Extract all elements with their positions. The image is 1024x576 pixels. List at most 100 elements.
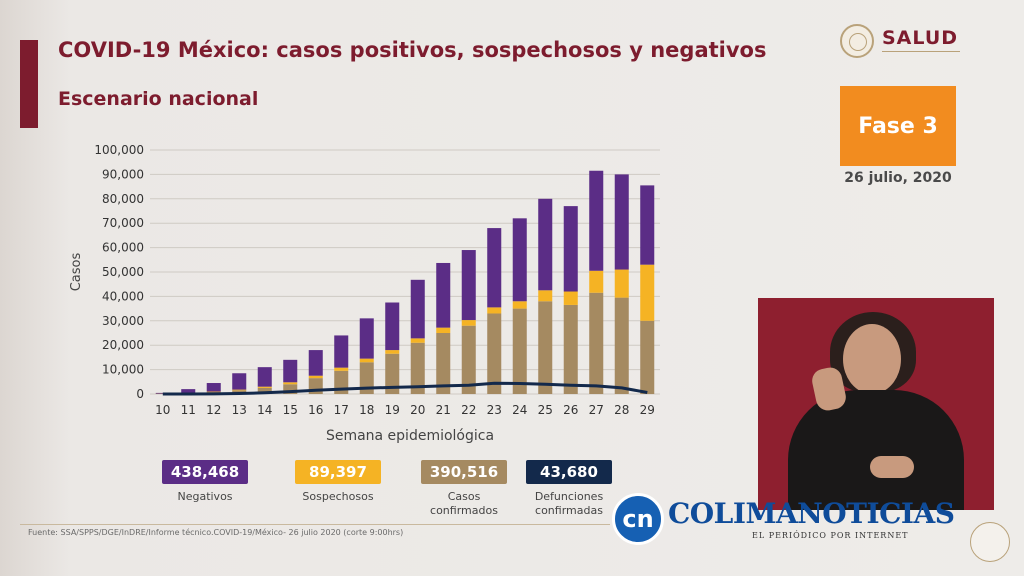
government-seal-icon	[840, 24, 874, 58]
x-tick-label: 22	[461, 403, 476, 417]
bar-segment-sospechosos	[461, 320, 476, 326]
bar-segment-casos-confirmados	[257, 387, 272, 394]
x-tick-label: 23	[487, 403, 502, 417]
x-tick-label: 11	[181, 403, 196, 417]
corner-seal-icon	[970, 522, 1010, 562]
salud-logo: SALUD	[840, 24, 980, 64]
x-tick-label: 27	[589, 403, 604, 417]
y-tick-label: 30,000	[102, 314, 144, 328]
summary-sospechosos-value: 89,397	[295, 460, 381, 484]
y-tick-label: 80,000	[102, 192, 144, 206]
y-axis-label: Casos	[69, 253, 84, 292]
x-tick-label: 15	[283, 403, 298, 417]
bar-segment-casos-confirmados	[410, 342, 425, 394]
y-tick-label: 70,000	[102, 216, 144, 230]
bar-segment-sospechosos	[487, 307, 502, 314]
bar-segment-negativos	[614, 174, 629, 270]
bar-segment-casos-confirmados	[640, 320, 655, 394]
bar-segment-casos-confirmados	[385, 353, 400, 394]
watermark-subtitle: EL PERIÓDICO POR INTERNET	[752, 531, 909, 540]
bar-segment-sospechosos	[410, 338, 425, 343]
y-tick-labels: 0 10,000 20,000 30,000 40,000 50,000 60,000 70,…	[94, 143, 144, 401]
bar-segment-casos-confirmados	[359, 362, 374, 394]
bar-segment-sospechosos	[538, 290, 553, 302]
watermark-text: COLIMANOTICIAS	[668, 497, 955, 530]
x-tick-label: 28	[614, 403, 629, 417]
interpreter-body	[788, 390, 964, 510]
bar-segment-casos-confirmados	[538, 301, 553, 394]
bar-segment-sospechosos	[283, 382, 298, 385]
y-tick-label: 50,000	[102, 265, 144, 279]
chart-grid	[150, 149, 660, 395]
bar-segment-casos-confirmados	[461, 325, 476, 394]
bar-segment-sospechosos	[640, 264, 655, 321]
bar-segment-sospechosos	[257, 386, 272, 388]
bar-segment-casos-confirmados	[563, 304, 578, 394]
y-tick-label: 40,000	[102, 289, 144, 303]
x-tick-label: 26	[563, 403, 578, 417]
x-tick-label: 21	[436, 403, 451, 417]
bar-segment-sospechosos	[334, 367, 349, 371]
sign-language-interpreter-video	[758, 298, 994, 510]
bar-segment-negativos	[257, 367, 272, 387]
bar-segment-negativos	[155, 392, 170, 394]
bar-segment-negativos	[640, 185, 655, 265]
x-tick-label: 12	[206, 403, 221, 417]
x-tick-label: 14	[257, 403, 272, 417]
bar-segment-negativos	[563, 206, 578, 292]
interpreter-face	[843, 324, 901, 394]
x-tick-label: 20	[410, 403, 425, 417]
x-tick-label: 13	[232, 403, 247, 417]
bar-segment-casos-confirmados	[436, 333, 451, 394]
interpreter-hand-low	[870, 456, 914, 478]
page-title: COVID-19 México: casos positivos, sospec…	[58, 38, 767, 62]
summary-sospechosos-label: Sospechosos	[302, 490, 374, 503]
summary-confirmados-value: 390,516	[421, 460, 507, 484]
summary-sospechosos: 89,397 Sospechosos	[283, 460, 393, 504]
x-tick-label: 19	[385, 403, 400, 417]
chart-bars	[155, 170, 655, 394]
bar-segment-casos-confirmados	[512, 308, 527, 394]
bar-segment-casos-confirmados	[589, 292, 604, 394]
bar-segment-sospechosos	[359, 358, 374, 363]
bar-segment-sospechosos	[436, 327, 451, 333]
x-tick-label: 25	[538, 403, 553, 417]
bar-segment-sospechosos	[563, 291, 578, 305]
summary-confirmados: 390,516 Casos confirmados	[409, 460, 519, 518]
summary-negativos: 438,468 Negativos	[150, 460, 260, 504]
page-subtitle: Escenario nacional	[58, 88, 259, 110]
bar-segment-negativos	[512, 218, 527, 302]
bar-segment-negativos	[181, 389, 196, 394]
deaths-line	[162, 381, 648, 396]
bar-segment-sospechosos	[614, 269, 629, 298]
stacked-bar-chart: 0 10,000 20,000 30,000 40,000 50,000 60,000 70,…	[69, 143, 660, 444]
summary-negativos-value: 438,468	[162, 460, 248, 484]
bar-segment-negativos	[334, 335, 349, 368]
bar-segment-negativos	[206, 383, 221, 392]
x-tick-label: 17	[334, 403, 349, 417]
y-tick-label: 20,000	[102, 338, 144, 352]
bar-segment-negativos	[385, 302, 400, 351]
y-tick-label: 0	[136, 387, 144, 401]
bar-segment-negativos	[283, 359, 298, 383]
logo-divider	[882, 51, 960, 52]
x-tick-label: 16	[308, 403, 323, 417]
x-tick-label: 29	[640, 403, 655, 417]
summary-defunciones: 43,680 Defunciones confirmadas	[514, 460, 624, 518]
footer-divider	[20, 524, 610, 525]
y-tick-label: 60,000	[102, 241, 144, 255]
report-date: 26 julio, 2020	[844, 170, 952, 186]
bar-segment-negativos	[232, 373, 247, 390]
summary-defunciones-value: 43,680	[526, 460, 612, 484]
bar-segment-sospechosos	[232, 389, 247, 391]
bar-segment-negativos	[538, 198, 553, 291]
bar-segment-negativos	[308, 350, 323, 376]
summary-defunciones-label: Defunciones confirmadas	[534, 490, 604, 517]
bar-segment-negativos	[410, 279, 425, 339]
y-tick-label: 100,000	[94, 143, 144, 157]
bar-segment-negativos	[487, 228, 502, 308]
bar-segment-sospechosos	[308, 375, 323, 379]
summary-confirmados-label: Casos confirmados	[430, 490, 498, 517]
bar-segment-casos-confirmados	[487, 313, 502, 394]
bar-segment-sospechosos	[589, 270, 604, 293]
